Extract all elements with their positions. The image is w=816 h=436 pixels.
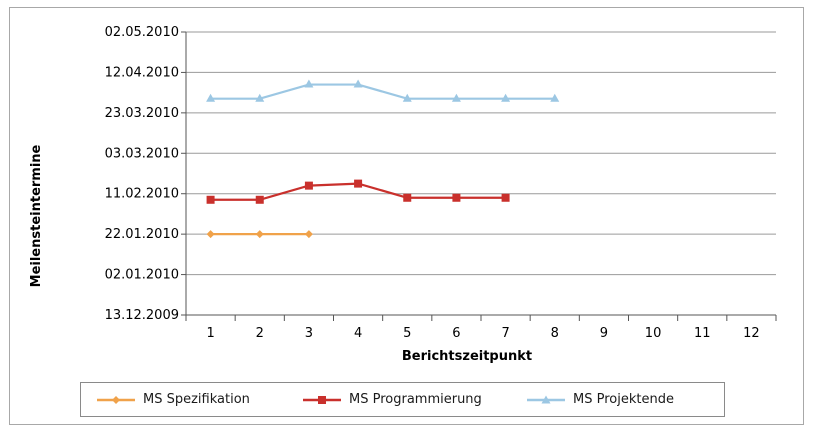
chart-canvas: 02.05.2010 12.04.2010 23.03.2010 03.03.2010… [29,25,777,364]
x-tick-label: 10 [645,326,662,341]
data-point [403,193,412,202]
data-point [206,195,215,204]
data-point [353,79,363,88]
x-tick-label: 2 [256,326,264,341]
data-point [402,93,412,102]
grid-lines [186,31,776,276]
data-point [255,195,264,204]
x-tick-label: 6 [452,326,460,341]
square-marker-icon [303,395,341,404]
x-tick-label: 11 [694,326,711,341]
y-axis-title: Meilensteintermine [29,144,44,287]
legend-item-programmierung: MS Programmierung [303,383,482,416]
series-line [210,83,555,100]
triangle-marker-icon [527,395,565,403]
x-tick-label: 5 [403,326,411,341]
y-tick-label: 02.05.2010 [105,25,179,40]
data-point [304,181,313,190]
data-point [255,230,264,239]
y-tick-label: 22.01.2010 [105,227,179,242]
y-tick-label: 12.04.2010 [105,65,179,80]
y-tick-label: 03.03.2010 [105,146,179,161]
series-ms-spezifikation [206,230,313,239]
data-point [255,93,265,102]
chart-frame: 02.05.2010 12.04.2010 23.03.2010 03.03.2010… [9,7,804,425]
legend-label: MS Projektende [573,392,674,407]
x-tick-label: 4 [354,326,362,341]
data-point [206,230,215,239]
data-point [550,93,560,102]
axes: 02.05.2010 12.04.2010 23.03.2010 03.03.2010… [105,25,777,341]
x-tick-label: 9 [600,326,608,341]
x-tick-label: 7 [501,326,509,341]
x-tick-label: 8 [551,326,559,341]
legend-item-spezifikation: MS Spezifikation [97,383,250,416]
x-tick-label: 1 [206,326,214,341]
data-point [451,93,461,102]
series-ms-programmierung [206,179,510,204]
x-axis-title: Berichtszeitpunkt [402,349,532,364]
y-tick-label: 23.03.2010 [105,106,179,121]
y-tick-label: 11.02.2010 [105,187,179,202]
data-point [501,93,511,102]
data-point [304,79,314,88]
y-tick-label: 13.12.2009 [105,308,179,323]
y-tick-label: 02.01.2010 [105,268,179,283]
legend-item-projektende: MS Projektende [527,383,674,416]
series-ms-projektende [206,79,560,102]
data-point [304,230,313,239]
legend-label: MS Spezifikation [143,392,250,407]
legend: MS Spezifikation MS Programmierung MS Pr… [80,382,725,417]
data-point [354,179,363,188]
data-point [206,93,216,102]
x-tick-label: 12 [743,326,760,341]
data-point [501,193,510,202]
series-layer [206,79,560,239]
data-point [452,193,461,202]
diamond-marker-icon [97,395,135,404]
x-tick-label: 3 [305,326,313,341]
legend-label: MS Programmierung [349,392,482,407]
